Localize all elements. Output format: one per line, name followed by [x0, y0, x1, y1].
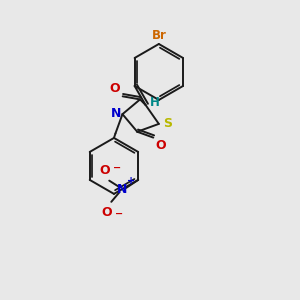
Text: +: + — [127, 176, 135, 186]
Text: −: − — [113, 163, 121, 173]
Text: S: S — [163, 117, 172, 130]
Text: H: H — [150, 96, 160, 109]
Text: O: O — [109, 82, 120, 95]
Text: Br: Br — [152, 29, 166, 42]
Text: N: N — [116, 183, 127, 196]
Text: O: O — [100, 164, 110, 177]
Text: −: − — [115, 208, 123, 219]
Text: O: O — [102, 206, 112, 219]
Text: O: O — [155, 139, 166, 152]
Text: N: N — [111, 107, 121, 120]
